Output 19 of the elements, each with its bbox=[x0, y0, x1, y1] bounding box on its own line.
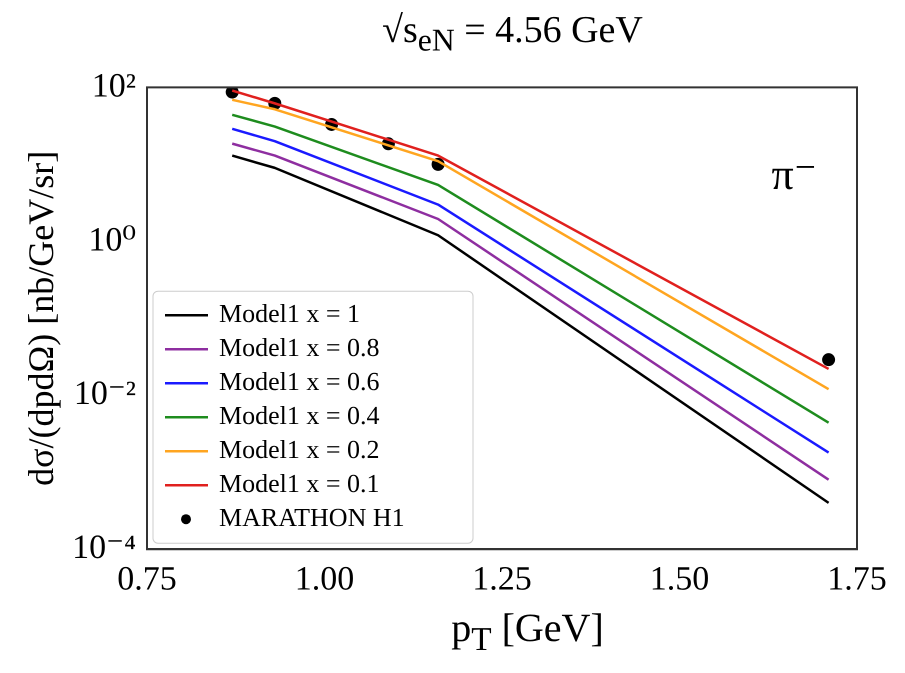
legend-label: MARATHON H1 bbox=[219, 503, 405, 532]
y-axis-title: dσ/(dpdΩ) [nb/GeV/sr] bbox=[21, 150, 62, 486]
x-tick-label: 1.75 bbox=[827, 560, 887, 598]
legend-label: Model1 x = 0.2 bbox=[219, 435, 380, 464]
annotation: π⁻ bbox=[772, 150, 817, 199]
x-tick-label: 1.25 bbox=[472, 560, 532, 598]
legend-label: Model1 x = 0.8 bbox=[219, 333, 380, 362]
legend-label: Model1 x = 1 bbox=[219, 299, 360, 328]
legend-label: Model1 x = 0.1 bbox=[219, 469, 380, 498]
chart-title: √s$_{eN}$ = 4.56 GeV bbox=[381, 8, 644, 60]
x-axis-title: p$_{T}$ [GeV] bbox=[450, 604, 605, 659]
x-tick-label: 1.00 bbox=[294, 560, 354, 598]
legend-label: Model1 x = 0.6 bbox=[219, 367, 380, 396]
x-tick-label: 1.50 bbox=[650, 560, 710, 598]
y-tick-label: 10⁰ bbox=[88, 221, 136, 258]
legend-label: Model1 x = 0.4 bbox=[219, 401, 380, 430]
y-tick-label: 10² bbox=[92, 67, 136, 104]
point bbox=[822, 353, 836, 366]
y-tick-label: 10⁻² bbox=[74, 375, 136, 412]
